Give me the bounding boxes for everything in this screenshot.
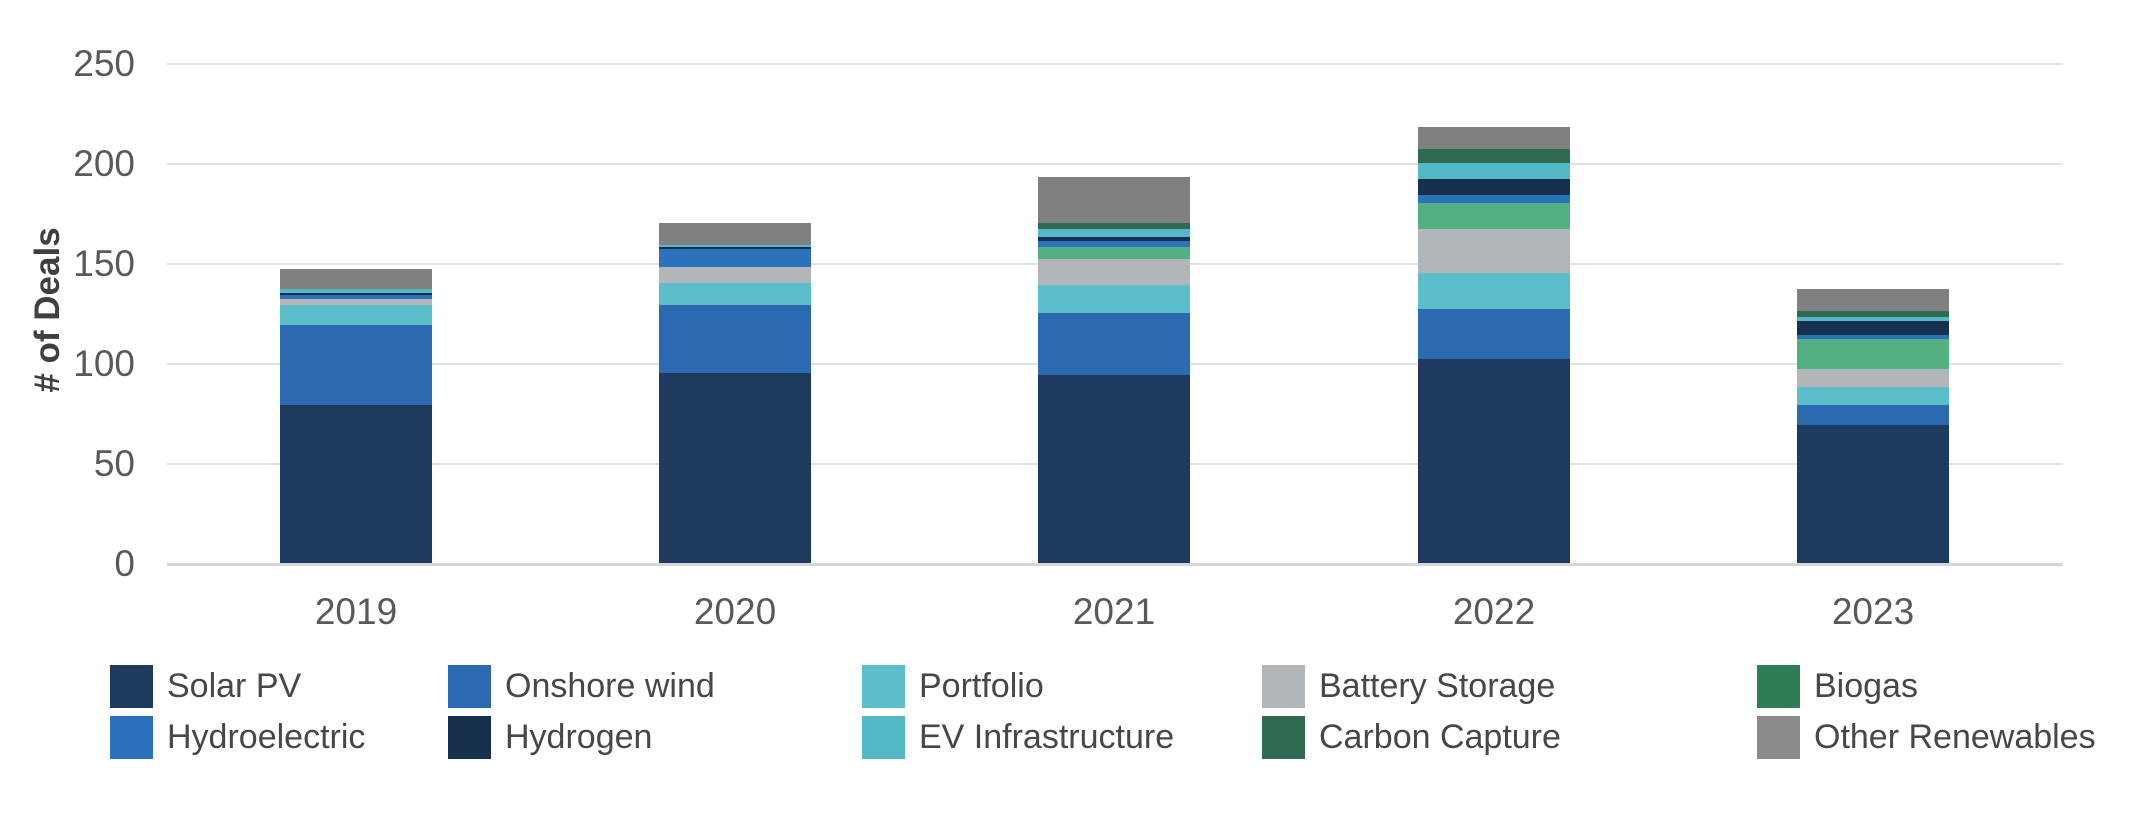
bar-segment [659, 223, 811, 245]
gridline [167, 63, 2063, 65]
legend-label: Carbon Capture [1319, 718, 1561, 756]
legend-swatch [448, 665, 491, 708]
legend-label: Battery Storage [1319, 667, 1556, 705]
x-axis-tick-label: 2022 [1452, 591, 1536, 632]
bar-segment [1797, 369, 1949, 387]
y-axis-tick-label: 100 [73, 343, 135, 384]
bar-segment [1418, 359, 1570, 563]
bar-segment [1038, 177, 1190, 223]
legend-swatch [1262, 665, 1305, 708]
bar-segment [1797, 317, 1949, 321]
legend-swatch [862, 665, 905, 708]
bar-segment [280, 269, 432, 289]
bar-segment [280, 293, 432, 295]
legend-swatch [1757, 665, 1800, 708]
gridline [167, 163, 2063, 165]
legend-label: Biogas [1814, 667, 1918, 705]
bar-segment [659, 249, 811, 267]
legend-label: Portfolio [919, 667, 1044, 705]
bar-segment [659, 283, 811, 305]
legend-swatch [862, 716, 905, 759]
bar-segment [280, 305, 432, 325]
bar-segment [1797, 335, 1949, 339]
bar-segment [280, 295, 432, 299]
bar-segment [1797, 289, 1949, 311]
legend-swatch [110, 716, 153, 759]
bar-segment [280, 325, 432, 405]
y-axis-tick-label: 150 [73, 243, 135, 284]
bar-segment [1797, 321, 1949, 335]
bar-segment [1038, 237, 1190, 241]
bar-segment [1418, 309, 1570, 359]
bar-segment [1038, 247, 1190, 259]
legend-label: Hydroelectric [167, 718, 366, 756]
bar-segment [1418, 163, 1570, 179]
legend-label: Solar PV [167, 667, 302, 705]
bar-segment [1797, 311, 1949, 317]
bar-segment [1797, 405, 1949, 425]
y-axis-tick-label: 50 [93, 443, 135, 484]
bar-segment [1418, 149, 1570, 163]
legend-swatch [1757, 716, 1800, 759]
bar-segment [1418, 229, 1570, 273]
bar-segment [1797, 339, 1949, 369]
bar-segment [659, 245, 811, 247]
x-axis-tick-label: 2019 [314, 591, 398, 632]
bar-segment [1797, 387, 1949, 405]
x-axis-tick-label: 2023 [1831, 591, 1915, 632]
legend-swatch [448, 716, 491, 759]
legend-swatch [110, 665, 153, 708]
bar-segment [659, 373, 811, 563]
legend-label: Other Renewables [1814, 718, 2096, 756]
bar-segment [659, 305, 811, 373]
legend-label: Hydrogen [505, 718, 653, 756]
bar-segment [280, 299, 432, 305]
legend-label: EV Infrastructure [919, 718, 1175, 756]
bar-segment [1038, 285, 1190, 313]
bar-segment [1038, 229, 1190, 237]
bar-segment [1418, 179, 1570, 195]
bar-segment [1038, 223, 1190, 229]
bar-segment [659, 247, 811, 249]
bar-segment [1797, 425, 1949, 563]
y-axis-tick-label: 200 [73, 143, 135, 184]
bar-segment [1038, 259, 1190, 285]
bar-segment [1418, 203, 1570, 229]
y-axis-tick-label: 0 [114, 543, 135, 584]
bar-segment [1038, 241, 1190, 247]
bar-segment [1038, 313, 1190, 375]
legend-label: Onshore wind [505, 667, 715, 705]
y-axis-tick-label: 250 [73, 43, 135, 84]
bar-segment [1418, 195, 1570, 203]
bar-segment [280, 405, 432, 563]
bar-segment [1418, 273, 1570, 309]
legend-swatch [1262, 716, 1305, 759]
bar-segment [280, 289, 432, 293]
bar-segment [659, 267, 811, 283]
x-axis-tick-label: 2020 [693, 591, 777, 632]
bar-segment [1418, 127, 1570, 149]
bar-segment [1038, 375, 1190, 563]
gridline [167, 563, 2063, 566]
x-axis-tick-label: 2021 [1072, 591, 1156, 632]
